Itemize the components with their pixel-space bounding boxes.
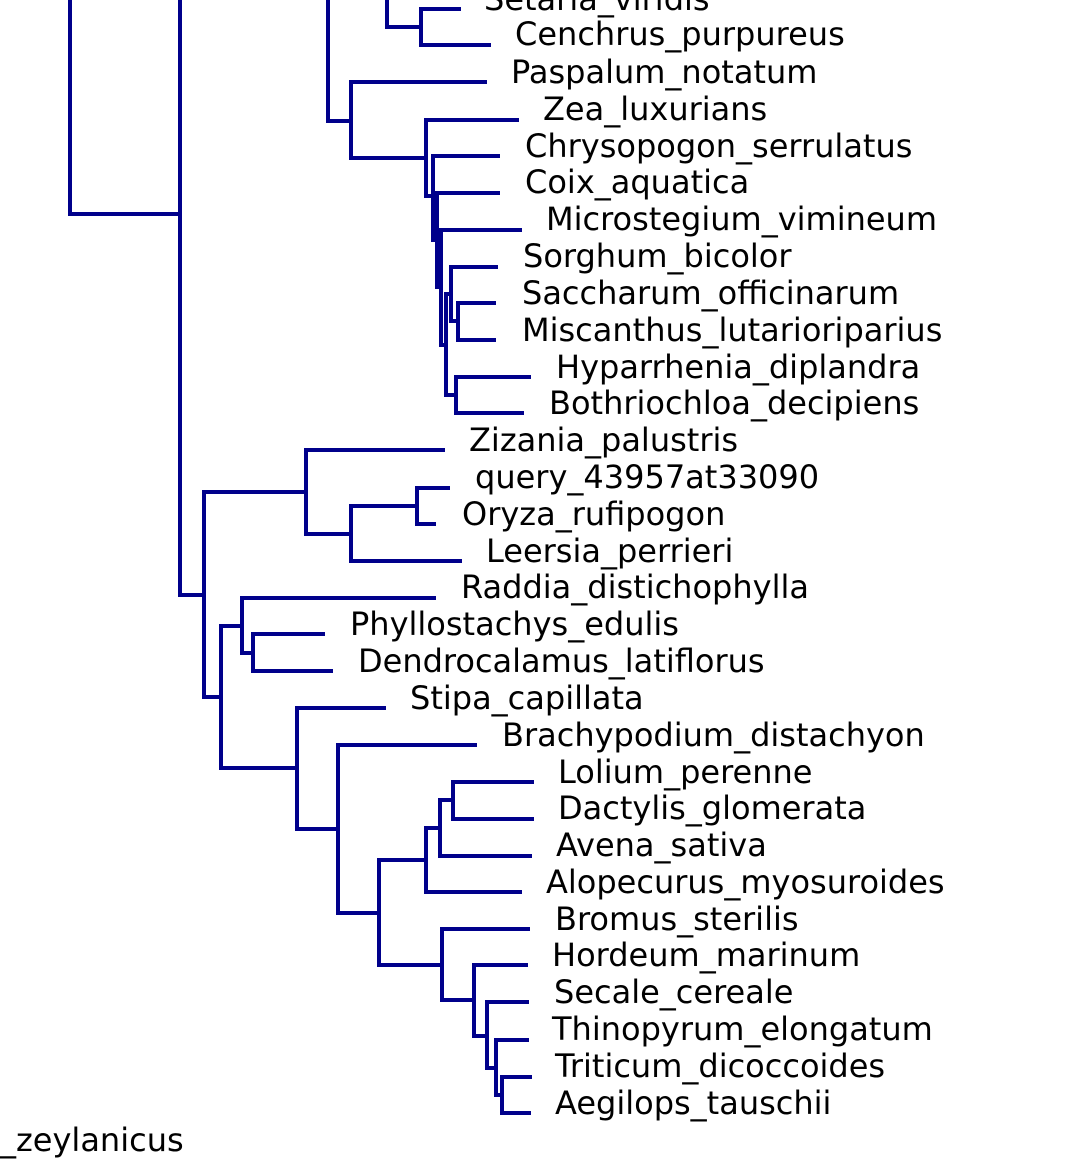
leaf-label-saccharum-officinarum: Saccharum_officinarum: [522, 274, 899, 312]
leaf-label-chrysopogon-serrulatus: Chrysopogon_serrulatus: [525, 127, 912, 165]
leaf-label-zeylanicus: _zeylanicus: [0, 1121, 184, 1159]
leaf-label-hyparrhenia-diplandra: Hyparrhenia_diplandra: [556, 348, 920, 386]
leaf-label-bromus-sterilis: Bromus_sterilis: [555, 900, 799, 938]
tree-branches: [68, 0, 534, 1115]
leaf-label-paspalum-notatum: Paspalum_notatum: [511, 53, 817, 91]
leaf-label-alopecurus-myosuroides: Alopecurus_myosuroides: [546, 863, 945, 901]
leaf-label-sorghum-bicolor: Sorghum_bicolor: [523, 237, 792, 275]
leaf-label-avena-sativa: Avena_sativa: [556, 826, 767, 864]
leaf-label-leersia-perrieri: Leersia_perrieri: [486, 532, 733, 570]
leaf-label-lolium-perenne: Lolium_perenne: [558, 753, 812, 791]
leaf-label-phyllostachys-edulis: Phyllostachys_edulis: [350, 605, 679, 643]
leaf-label-microstegium-vimineum: Microstegium_vimineum: [546, 200, 937, 238]
leaf-label-secale-cereale: Secale_cereale: [554, 973, 793, 1011]
leaf-label-cenchrus-purpureus: Cenchrus_purpureus: [515, 15, 845, 53]
leaf-label-aegilops-tauschii: Aegilops_tauschii: [555, 1084, 831, 1122]
leaf-label-miscanthus-lutarioriparius: Miscanthus_lutarioriparius: [522, 311, 942, 349]
leaf-label-coix-aquatica: Coix_aquatica: [525, 163, 749, 201]
leaf-label-zizania-palustris: Zizania_palustris: [469, 421, 738, 459]
leaf-labels: Setaria_viridisCenchrus_purpureusPaspalu…: [0, 0, 945, 1159]
leaf-label-raddia-distichophylla: Raddia_distichophylla: [461, 568, 809, 606]
leaf-label-hordeum-marinum: Hordeum_marinum: [552, 936, 860, 974]
leaf-label-bothriochloa-decipiens: Bothriochloa_decipiens: [549, 384, 919, 422]
leaf-label-query-43957at33090: query_43957at33090: [475, 458, 819, 496]
leaf-label-zea-luxurians: Zea_luxurians: [543, 90, 767, 128]
leaf-label-thinopyrum-elongatum: Thinopyrum_elongatum: [551, 1010, 933, 1048]
leaf-label-dendrocalamus-latiflorus: Dendrocalamus_latiflorus: [358, 642, 765, 680]
leaf-label-stipa-capillata: Stipa_capillata: [410, 679, 644, 717]
leaf-label-brachypodium-distachyon: Brachypodium_distachyon: [502, 716, 925, 754]
leaf-label-dactylis-glomerata: Dactylis_glomerata: [558, 789, 866, 827]
leaf-label-triticum-dicoccoides: Triticum_dicoccoides: [554, 1047, 885, 1085]
leaf-label-setaria-viridis: Setaria_viridis: [484, 0, 710, 18]
leaf-label-oryza-rufipogon: Oryza_rufipogon: [462, 495, 725, 533]
